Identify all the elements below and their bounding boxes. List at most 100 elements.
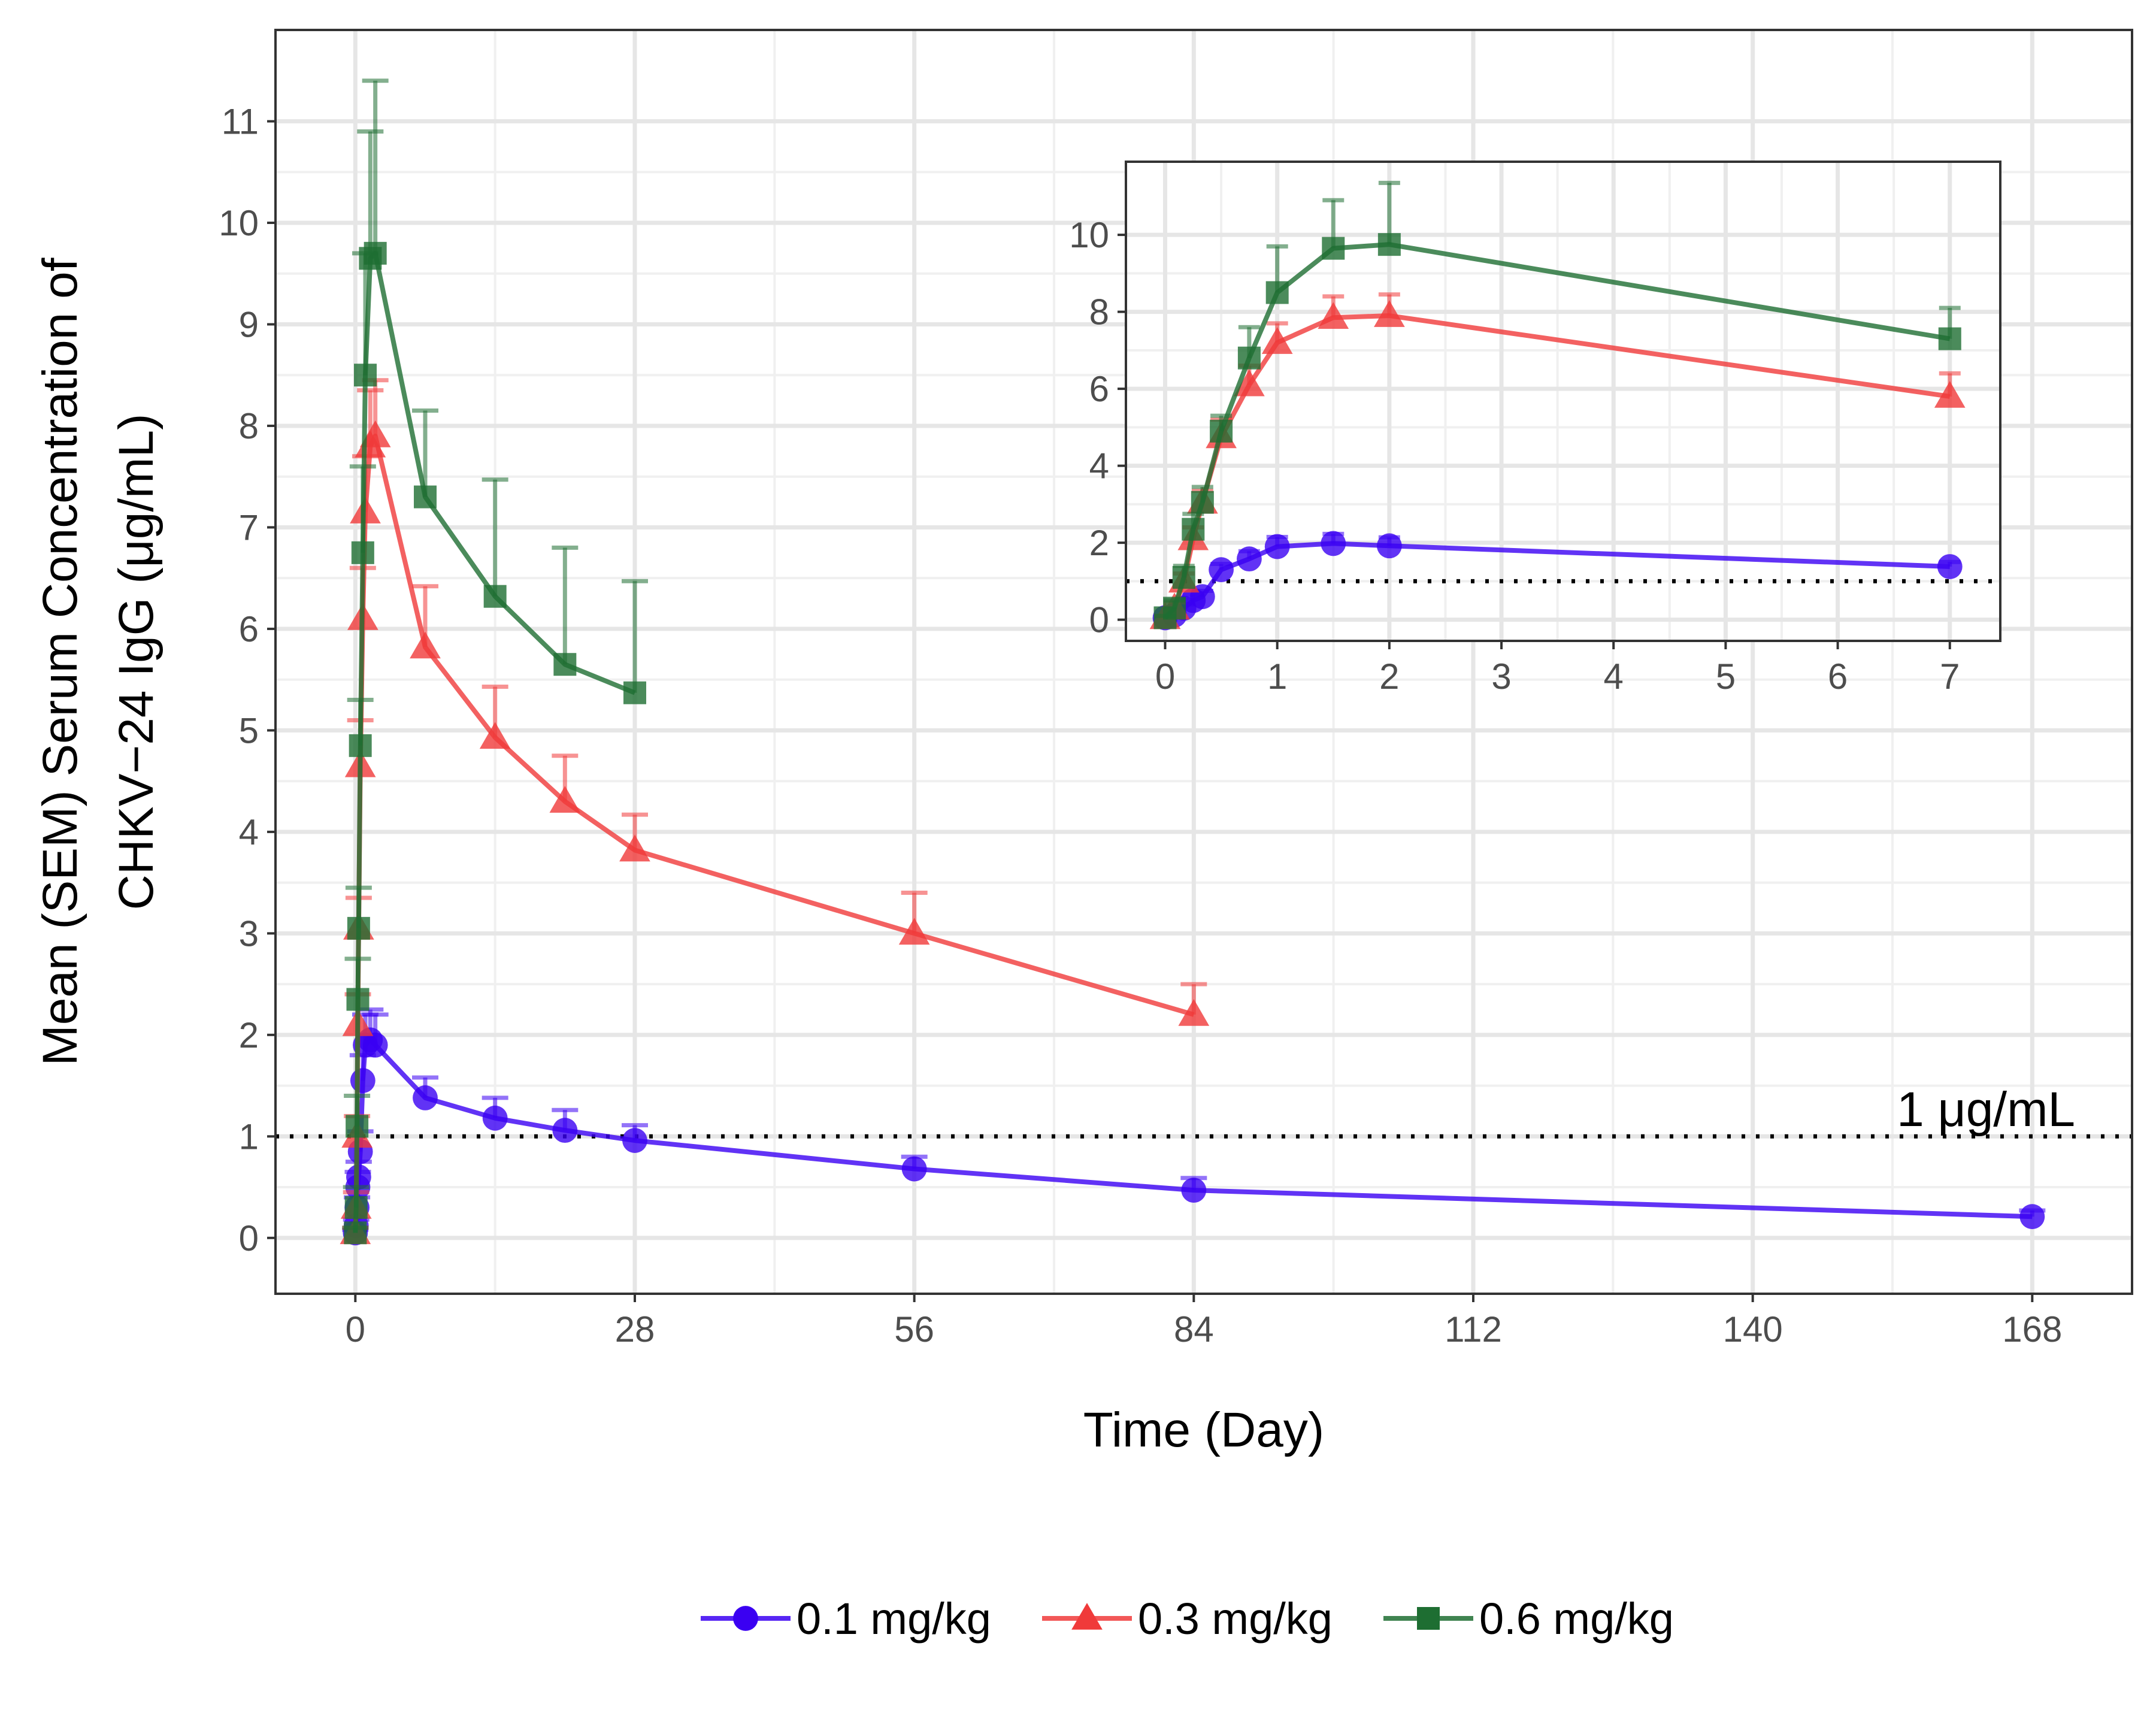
data-point [354,364,377,387]
data-point [1261,327,1293,354]
data-point [346,1115,369,1138]
data-point [1321,531,1346,556]
main-x-axis: 0 28 56 84 112 140 168 [346,1294,2062,1349]
x-tick-label: 2 [1379,656,1399,697]
x-tick-label: 168 [2002,1309,2062,1349]
data-point [1178,999,1210,1026]
data-point [552,1118,578,1143]
x-tick-label: 56 [894,1309,934,1349]
data-point [898,918,930,945]
series-0-6-mg-kg [1153,180,1961,630]
main-panel-border [274,29,2133,1295]
data-point [413,1085,438,1110]
data-point [1265,281,1289,304]
x-tick-label: 1 [1267,656,1287,697]
x-tick-label: 140 [1723,1309,1783,1349]
x-tick-label: 28 [615,1309,655,1349]
y-tick-label: 4 [239,812,259,852]
data-point [622,1128,647,1153]
data-point [347,916,370,940]
data-point [1322,237,1345,260]
y-tick-label: 11 [222,102,259,142]
inset-y-axis: 0 2 4 6 8 10 [1069,215,1126,640]
data-point [410,631,441,659]
data-point [901,1156,927,1182]
y-tick-label: 2 [1089,523,1109,563]
data-point [359,420,391,447]
data-point [1937,554,1963,579]
x-tick-label: 112 [1445,1309,1502,1349]
data-point [1938,327,1961,350]
data-point [2019,1204,2045,1230]
y-tick-label: 2 [239,1015,259,1055]
data-point [1182,518,1205,541]
legend-label: 0.1 mg/kg [797,1594,991,1644]
x-tick-label: 84 [1174,1309,1214,1349]
y-axis-title-line-2: CHKV−24 IgG (μg/mL) [109,414,163,910]
data-point [364,241,387,265]
data-point [549,786,581,813]
data-point [623,681,646,704]
data-point [1209,557,1234,583]
data-point [1236,546,1262,572]
legend-label: 0.6 mg/kg [1479,1594,1674,1644]
y-tick-label: 6 [1089,369,1109,409]
y-tick-label: 7 [239,507,259,547]
series-0-6-mg-kg [342,78,648,1245]
data-point [349,734,372,757]
data-point [1376,533,1402,559]
data-point [344,1221,367,1245]
data-point [1181,1178,1207,1203]
data-point [1210,419,1233,443]
data-point [1264,534,1290,559]
x-tick-label: 6 [1828,656,1848,697]
legend-marker [1417,1607,1440,1630]
data-point [1237,346,1261,370]
legend-item: 0.3 mg/kg [1042,1594,1333,1644]
y-tick-label: 4 [1089,446,1109,486]
y-tick-label: 6 [239,609,259,649]
x-tick-label: 5 [1716,656,1736,697]
data-point [553,653,577,676]
x-tick-label: 4 [1604,656,1624,697]
y-tick-label: 3 [239,913,259,954]
y-tick-label: 0 [239,1218,259,1258]
legend-item: 0.6 mg/kg [1383,1594,1674,1644]
x-tick-label: 3 [1491,656,1511,697]
main-y-axis: 0 1 2 3 4 5 6 7 8 9 10 11 [219,102,275,1258]
y-tick-label: 10 [219,203,259,243]
data-point [362,1032,388,1058]
x-tick-label: 0 [1155,656,1175,697]
x-tick-label: 0 [346,1309,365,1349]
data-point [1377,233,1401,256]
y-tick-label: 9 [239,304,259,344]
data-point [483,585,507,608]
inset-series-layer [1149,180,1966,631]
data-point [1234,369,1265,397]
x-tick-label: 7 [1940,656,1960,697]
y-tick-label: 5 [239,710,259,750]
data-point [1318,302,1349,329]
y-axis-title-line-1: Mean (SEM) Serum Concentration of [33,258,87,1066]
data-point [351,541,374,564]
main-series-layer [340,78,2046,1246]
data-point [1191,491,1214,514]
reference-line-label: 1 μg/mL [1897,1082,2075,1137]
data-point [482,1105,508,1131]
data-point [414,485,437,509]
inset-panel-border [1125,161,2001,642]
data-point [346,988,370,1011]
y-tick-label: 0 [1089,600,1109,640]
data-point [350,1068,376,1093]
inset-plot-panel: 0 1 2 3 4 5 6 7 0 2 4 6 8 10 [1069,161,2001,697]
legend-label: 0.3 mg/kg [1138,1594,1333,1644]
legend: 0.1 mg/kg 0.3 mg/kg 0.6 mg/kg [701,1594,1674,1644]
y-tick-label: 8 [239,406,259,446]
data-point [479,722,511,749]
data-point [1163,597,1186,620]
y-tick-label: 10 [1069,215,1109,255]
legend-marker [733,1606,758,1631]
inset-x-axis: 0 1 2 3 4 5 6 7 [1155,641,1960,697]
series-line [353,250,636,1233]
